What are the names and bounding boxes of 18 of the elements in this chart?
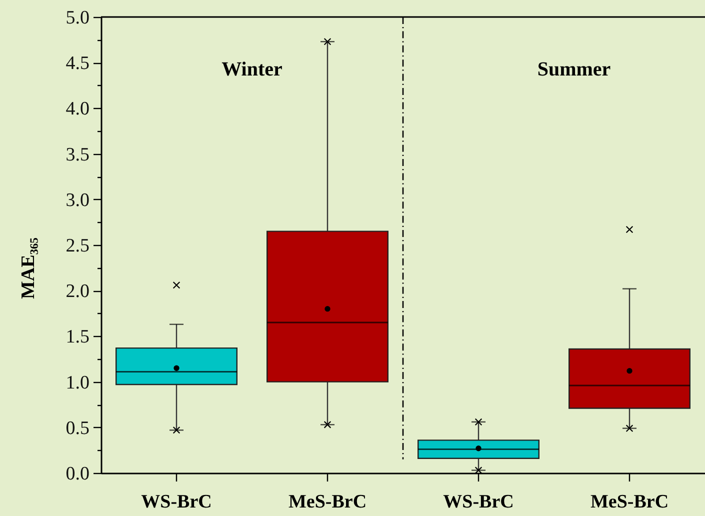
y-tick-label: 3.5: [66, 144, 90, 166]
x-tick-label: MeS-BrC: [590, 492, 669, 512]
annotation: Winter: [222, 58, 282, 80]
y-tick-label: 4.0: [66, 98, 90, 120]
y-tick-label: 3.0: [66, 190, 90, 211]
x-tick-label: WS-BrC: [443, 492, 514, 512]
y-tick-label: 0.5: [66, 418, 90, 439]
y-tick-label: 2.0: [66, 281, 90, 302]
x-tick-label: WS-BrC: [141, 492, 212, 512]
y-tick-label: 1.5: [66, 326, 90, 348]
x-tick-label: MeS-BrC: [288, 492, 367, 512]
y-tick-label: 5.0: [66, 8, 90, 28]
y-tick-label: 4.5: [66, 53, 90, 74]
y-axis-title: MAE₃₆₅: [18, 237, 39, 300]
y-tick-label: 0.0: [66, 464, 90, 484]
y-tick-label: 2.5: [66, 236, 90, 256]
y-tick-label: 1.0: [66, 372, 90, 394]
annotation: Summer: [537, 58, 611, 80]
